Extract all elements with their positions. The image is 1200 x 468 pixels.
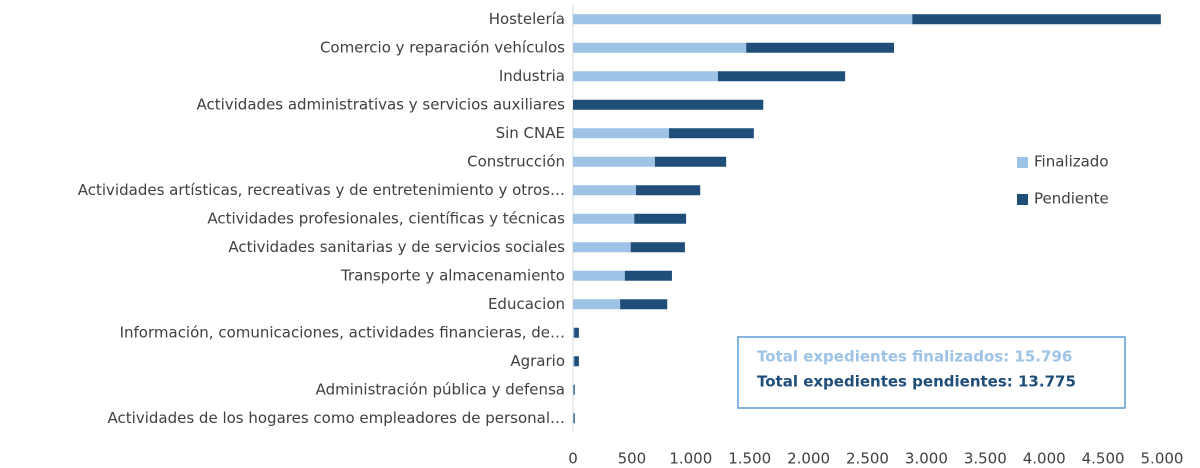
y-tick-label: Administración pública y defensa — [316, 380, 565, 398]
bar — [912, 14, 1161, 25]
bar — [573, 185, 637, 196]
y-tick-label: Hostelería — [489, 10, 565, 28]
bar — [624, 270, 672, 281]
y-tick-label: Transporte y almacenamiento — [340, 266, 565, 284]
bar — [574, 356, 579, 367]
x-tick-label: 4.500 — [1082, 450, 1125, 468]
x-tick-label: 1.000 — [669, 450, 712, 468]
bar — [573, 270, 625, 281]
bar — [746, 42, 895, 53]
y-tick-label: Construcción — [467, 152, 565, 170]
bar — [636, 185, 701, 196]
legend-label: Finalizado — [1034, 153, 1109, 171]
bar — [573, 327, 575, 338]
bar — [573, 384, 575, 395]
y-tick-label: Actividades de los hogares como empleado… — [108, 409, 565, 427]
annotation: Total expedientes pendientes: 13.775 — [757, 373, 1076, 391]
x-tick-label: 2.000 — [787, 450, 830, 468]
bar — [573, 71, 718, 82]
y-tick-label: Agrario — [510, 352, 565, 370]
x-tick-label: 5.000 — [1141, 450, 1184, 468]
bar — [573, 156, 655, 167]
bar — [573, 413, 574, 424]
bar — [573, 213, 635, 224]
bar — [573, 384, 574, 395]
bar — [717, 71, 846, 82]
x-tick-label: 3.500 — [964, 450, 1007, 468]
y-tick-label: Comercio y reparación vehículos — [320, 38, 565, 56]
x-tick-label: 1.500 — [728, 450, 771, 468]
x-tick-label: 4.000 — [1023, 450, 1066, 468]
x-tick-label: 3.000 — [905, 450, 948, 468]
annotation-box — [737, 336, 1126, 409]
y-tick-label: Sin CNAE — [496, 124, 565, 142]
bar — [573, 299, 621, 310]
bar — [573, 128, 670, 139]
bar — [574, 327, 579, 338]
bar — [634, 213, 687, 224]
x-tick-label: 500 — [618, 450, 647, 468]
x-tick-label: 2.500 — [846, 450, 889, 468]
y-tick-label: Actividades administrativas y servicios … — [196, 95, 565, 113]
bar — [573, 99, 764, 110]
bar — [573, 356, 575, 367]
bar — [669, 128, 754, 139]
bar — [654, 156, 727, 167]
y-tick-label: Industria — [499, 67, 565, 85]
bar — [573, 42, 747, 53]
y-tick-label: Actividades artísticas, recreativas y de… — [78, 181, 565, 199]
x-tick-label: 0 — [568, 450, 578, 468]
y-tick-label: Actividades profesionales, científicas y… — [207, 209, 565, 227]
bar — [573, 14, 913, 25]
y-tick-label: Educacion — [488, 295, 565, 313]
legend-swatch — [1017, 194, 1028, 205]
y-tick-label: Actividades sanitarias y de servicios so… — [228, 238, 565, 256]
bar — [573, 242, 631, 253]
bar — [620, 299, 668, 310]
legend-swatch — [1017, 157, 1028, 168]
y-tick-label: Información, comunicaciones, actividades… — [120, 323, 565, 341]
bar — [630, 242, 685, 253]
annotation: Total expedientes finalizados: 15.796 — [757, 348, 1072, 366]
legend-label: Pendiente — [1034, 190, 1109, 208]
bar — [573, 413, 575, 424]
